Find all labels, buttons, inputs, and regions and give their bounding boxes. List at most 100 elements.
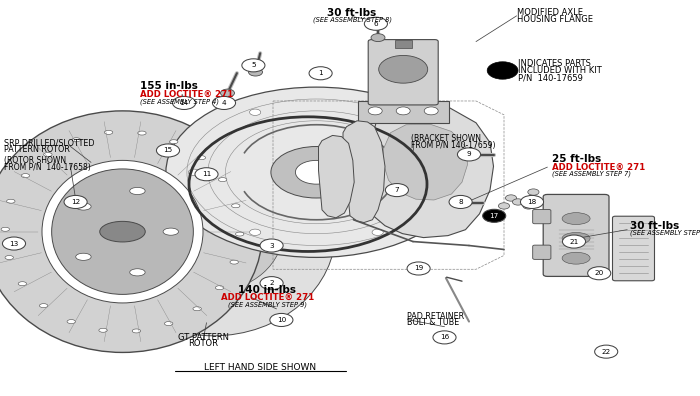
Text: 10: 10 bbox=[276, 317, 286, 323]
Text: 15: 15 bbox=[163, 147, 173, 154]
Ellipse shape bbox=[130, 269, 145, 276]
Text: 140 in-lbs: 140 in-lbs bbox=[239, 285, 296, 295]
Text: 8: 8 bbox=[458, 199, 463, 205]
Text: 30 ft-lbs: 30 ft-lbs bbox=[630, 221, 679, 231]
Ellipse shape bbox=[5, 255, 13, 259]
Polygon shape bbox=[343, 121, 385, 223]
Circle shape bbox=[188, 169, 199, 175]
Ellipse shape bbox=[562, 252, 590, 264]
Text: ADD LOCTITE® 271: ADD LOCTITE® 271 bbox=[220, 293, 314, 302]
Circle shape bbox=[587, 267, 610, 280]
Ellipse shape bbox=[99, 221, 146, 242]
Text: INCLUDED WITH KIT: INCLUDED WITH KIT bbox=[518, 66, 602, 75]
FancyBboxPatch shape bbox=[368, 40, 438, 105]
Text: (SEE ASSEMBLY STEP 7): (SEE ASSEMBLY STEP 7) bbox=[552, 171, 631, 177]
Text: LEFT HAND SIDE SHOWN: LEFT HAND SIDE SHOWN bbox=[204, 363, 316, 372]
Ellipse shape bbox=[218, 178, 227, 182]
Ellipse shape bbox=[193, 307, 202, 311]
Ellipse shape bbox=[67, 320, 76, 324]
Text: 30 ft-lbs: 30 ft-lbs bbox=[328, 8, 377, 18]
Text: (SEE ASSEMBLY STEP 4): (SEE ASSEMBLY STEP 4) bbox=[140, 99, 219, 105]
Ellipse shape bbox=[39, 304, 48, 308]
Ellipse shape bbox=[6, 199, 15, 203]
Circle shape bbox=[250, 109, 261, 115]
Circle shape bbox=[407, 262, 430, 275]
Circle shape bbox=[249, 229, 260, 236]
Circle shape bbox=[505, 195, 517, 201]
Ellipse shape bbox=[138, 131, 146, 135]
Circle shape bbox=[295, 160, 337, 184]
Ellipse shape bbox=[76, 253, 91, 260]
Circle shape bbox=[528, 196, 539, 202]
Ellipse shape bbox=[91, 124, 336, 336]
Text: PATTERN ROTOR: PATTERN ROTOR bbox=[4, 145, 69, 154]
Circle shape bbox=[595, 345, 617, 358]
Text: ADD LOCTITE® 271: ADD LOCTITE® 271 bbox=[552, 163, 645, 171]
Text: 18: 18 bbox=[527, 199, 537, 205]
Text: 6: 6 bbox=[374, 21, 378, 27]
Text: (SEE ASSEMBLY STEP 8): (SEE ASSEMBLY STEP 8) bbox=[313, 17, 391, 23]
Text: GT PATTERN: GT PATTERN bbox=[178, 333, 228, 342]
Ellipse shape bbox=[21, 173, 29, 177]
Text: 16: 16 bbox=[440, 334, 449, 341]
Text: ADD LOCTITE® 271: ADD LOCTITE® 271 bbox=[140, 90, 233, 99]
Text: BOLT & TUBE: BOLT & TUBE bbox=[407, 318, 460, 327]
Ellipse shape bbox=[1, 227, 10, 231]
Ellipse shape bbox=[0, 111, 262, 352]
Circle shape bbox=[260, 239, 283, 252]
Circle shape bbox=[2, 237, 25, 250]
Circle shape bbox=[271, 147, 362, 198]
Text: 11: 11 bbox=[202, 171, 211, 177]
Circle shape bbox=[213, 96, 235, 109]
FancyBboxPatch shape bbox=[533, 209, 551, 224]
Circle shape bbox=[248, 68, 262, 76]
FancyBboxPatch shape bbox=[358, 101, 449, 123]
Text: 19: 19 bbox=[414, 265, 424, 272]
Ellipse shape bbox=[216, 286, 224, 290]
Circle shape bbox=[433, 331, 456, 344]
Circle shape bbox=[487, 62, 518, 79]
Circle shape bbox=[372, 229, 384, 236]
Text: 155 in-lbs: 155 in-lbs bbox=[140, 81, 198, 91]
Circle shape bbox=[512, 199, 524, 205]
Circle shape bbox=[166, 87, 467, 257]
Text: (BRACKET SHOWN: (BRACKET SHOWN bbox=[411, 134, 481, 143]
Text: 14: 14 bbox=[179, 100, 189, 106]
Text: (SEE ASSEMBLY STEP 9): (SEE ASSEMBLY STEP 9) bbox=[630, 230, 700, 236]
Ellipse shape bbox=[197, 156, 206, 160]
Ellipse shape bbox=[164, 322, 173, 326]
Circle shape bbox=[424, 107, 438, 115]
Circle shape bbox=[368, 107, 382, 115]
Text: 12: 12 bbox=[71, 199, 80, 205]
Circle shape bbox=[449, 196, 473, 208]
Text: INDICATES PARTS: INDICATES PARTS bbox=[518, 59, 591, 68]
Circle shape bbox=[220, 89, 234, 97]
Text: (SEE ASSEMBLY STEP 9): (SEE ASSEMBLY STEP 9) bbox=[228, 302, 307, 308]
FancyBboxPatch shape bbox=[543, 194, 609, 276]
Circle shape bbox=[396, 107, 410, 115]
Ellipse shape bbox=[163, 228, 179, 235]
Text: 5: 5 bbox=[251, 62, 256, 69]
Circle shape bbox=[365, 17, 388, 30]
Circle shape bbox=[523, 203, 534, 209]
Circle shape bbox=[563, 235, 585, 248]
Circle shape bbox=[242, 59, 265, 72]
Circle shape bbox=[270, 314, 293, 326]
Polygon shape bbox=[384, 124, 468, 200]
Circle shape bbox=[195, 168, 218, 181]
Ellipse shape bbox=[230, 260, 239, 264]
Text: ROTOR: ROTOR bbox=[188, 339, 218, 348]
Text: MODIFIED AXLE: MODIFIED AXLE bbox=[517, 8, 582, 17]
FancyBboxPatch shape bbox=[533, 245, 551, 259]
Text: 1: 1 bbox=[318, 70, 323, 76]
Circle shape bbox=[458, 148, 480, 161]
Text: 4: 4 bbox=[222, 100, 226, 106]
Circle shape bbox=[483, 209, 505, 222]
Ellipse shape bbox=[169, 140, 178, 144]
Text: 20: 20 bbox=[594, 270, 604, 276]
Circle shape bbox=[156, 144, 179, 157]
Circle shape bbox=[64, 196, 87, 208]
Text: (ROTOR SHOWN: (ROTOR SHOWN bbox=[4, 156, 66, 165]
Ellipse shape bbox=[562, 213, 590, 225]
Ellipse shape bbox=[130, 187, 145, 194]
